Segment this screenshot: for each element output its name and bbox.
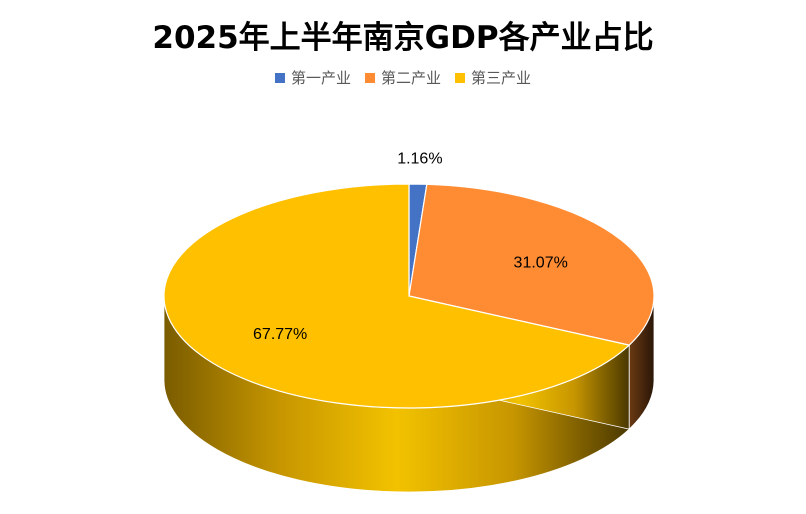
chart-legend: 第一产业 第二产业 第三产业 xyxy=(274,69,531,87)
legend-label-2: 第二产业 xyxy=(381,69,441,87)
slice-3-top xyxy=(163,183,631,409)
legend-swatch-2 xyxy=(364,73,375,83)
data-label-3: 67.77% xyxy=(253,326,307,343)
pie-data-labels: 1.16% 31.07% 67.77% xyxy=(253,150,568,342)
legend-swatch-3 xyxy=(455,73,466,83)
pie-top xyxy=(163,183,655,409)
legend-label-1: 第一产业 xyxy=(291,69,351,87)
legend-swatch-1 xyxy=(274,73,285,83)
chart-title: 2025年上半年南京GDP各产业占比 xyxy=(152,20,653,56)
slice-2-top xyxy=(408,183,655,346)
data-label-2: 31.07% xyxy=(514,254,568,271)
legend-label-3: 第三产业 xyxy=(471,69,531,87)
data-label-1: 1.16% xyxy=(397,150,442,167)
